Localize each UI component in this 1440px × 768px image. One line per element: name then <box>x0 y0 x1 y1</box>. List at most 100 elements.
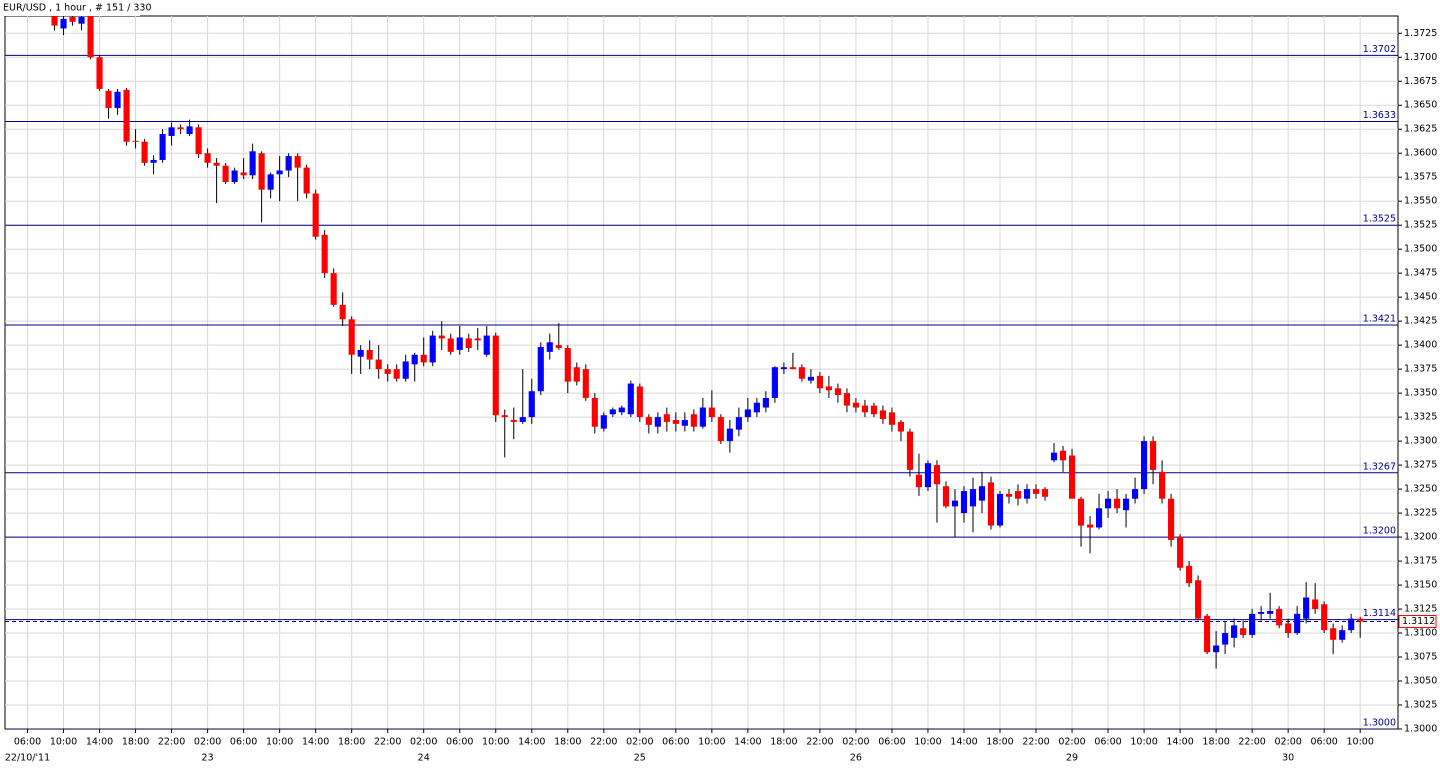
x-tick-label: 10:00 <box>50 737 77 748</box>
candle-body <box>1104 498 1112 509</box>
y-tick-label: 1.3500 <box>1404 244 1437 255</box>
candle-body <box>456 337 463 350</box>
x-tick-label: 14:00 <box>518 737 545 748</box>
x-tick-label: 02:00 <box>410 737 437 748</box>
candle-body <box>447 338 454 352</box>
candle-body <box>1357 618 1364 622</box>
candle-body <box>1168 498 1175 540</box>
candle-body <box>663 414 670 422</box>
y-tick-label: 1.3125 <box>1404 604 1437 615</box>
candle-body <box>1213 645 1220 653</box>
y-tick-label: 1.3725 <box>1404 28 1437 39</box>
y-tick-label: 1.3525 <box>1404 220 1437 231</box>
candle-body <box>1303 597 1310 619</box>
candle-body <box>1032 489 1040 494</box>
candle-body <box>1195 580 1202 619</box>
candle-body <box>789 367 796 370</box>
candle-body <box>987 482 995 526</box>
candle-body <box>690 414 697 427</box>
candle-body <box>771 367 778 398</box>
y-tick-label: 1.3225 <box>1404 508 1437 519</box>
candle-body <box>249 151 256 176</box>
candle-body <box>276 170 283 175</box>
x-tick-label: 06:00 <box>1310 737 1337 748</box>
candle-body <box>1186 565 1193 584</box>
x-tick-label: 14:00 <box>950 737 977 748</box>
candle-body <box>1123 498 1130 511</box>
candle-body <box>915 474 923 488</box>
y-tick-label: 1.3275 <box>1404 460 1437 471</box>
plot-area <box>4 15 1399 730</box>
candle-body <box>1330 628 1337 640</box>
y-tick-label: 1.3150 <box>1404 580 1437 591</box>
candle-body <box>357 349 364 357</box>
candle-body <box>519 417 526 422</box>
candle-body <box>411 354 418 365</box>
x-tick-label: 10:00 <box>914 737 941 748</box>
candle-body <box>852 402 859 408</box>
last-price-box <box>1398 615 1437 629</box>
candle-body <box>1249 613 1256 635</box>
candle-body <box>906 431 914 470</box>
candle-body <box>465 338 472 349</box>
y-tick-label: 1.3675 <box>1404 76 1437 87</box>
x-tick-label: 10:00 <box>1346 737 1373 748</box>
y-tick-label: 1.3550 <box>1404 196 1437 207</box>
x-tick-label: 14:00 <box>302 737 329 748</box>
candle-body <box>600 415 607 429</box>
candle-body <box>726 428 733 442</box>
candle-body <box>879 410 887 420</box>
candle-body <box>1059 450 1067 461</box>
candle-body <box>942 486 950 507</box>
x-tick-label: 18:00 <box>986 737 1013 748</box>
x-tick-label: 02:00 <box>626 737 653 748</box>
candle-body <box>681 420 688 426</box>
x-tick-label: 22:00 <box>590 737 617 748</box>
x-tick-label: 06:00 <box>230 737 257 748</box>
candle-body <box>1240 628 1247 635</box>
x-tick-label: 02:00 <box>1058 737 1085 748</box>
candle-body <box>60 18 67 29</box>
candle-body <box>159 134 166 160</box>
candle-body <box>1150 441 1157 470</box>
candle-body <box>384 369 391 374</box>
candle-body <box>51 16 58 26</box>
candle-body <box>1222 633 1229 645</box>
candle-body <box>240 172 247 176</box>
level-label: 1.3702 <box>1363 44 1396 55</box>
candle-body <box>312 193 319 237</box>
candle-body <box>492 335 499 416</box>
candle-body <box>483 335 490 355</box>
x-tick-label: 14:00 <box>86 737 113 748</box>
date-label: 30 <box>1282 753 1294 764</box>
candle-body <box>348 319 355 355</box>
y-tick-label: 1.3375 <box>1404 364 1437 375</box>
x-tick-label: 22:00 <box>374 737 401 748</box>
candle-body <box>591 397 598 427</box>
y-tick-label: 1.3300 <box>1404 436 1437 447</box>
x-tick-label: 22:00 <box>158 737 185 748</box>
candle-body <box>870 405 877 415</box>
y-tick-label: 1.3425 <box>1404 316 1437 327</box>
candle-body <box>825 386 832 391</box>
candle-body <box>123 89 130 142</box>
candle-body <box>924 463 932 488</box>
candle-body <box>1095 508 1103 528</box>
candle-body <box>888 412 896 425</box>
candle-body <box>1312 599 1319 610</box>
candle-body <box>339 304 346 320</box>
x-tick-label: 10:00 <box>482 737 509 748</box>
candle-body <box>1339 630 1346 640</box>
candle-body <box>1276 609 1283 626</box>
date-label: 22/10/'11 <box>5 753 50 764</box>
candle-body <box>132 140 139 142</box>
y-tick-label: 1.3575 <box>1404 172 1437 183</box>
y-tick-label: 1.3100 <box>1404 628 1437 639</box>
candle-body <box>1294 613 1301 634</box>
candle-body <box>1204 615 1211 653</box>
x-tick-label: 18:00 <box>338 737 365 748</box>
candle-body <box>1113 498 1121 509</box>
candle-body <box>645 417 652 425</box>
chart-title: EUR/USD , 1 hour , # 151 / 330 <box>3 3 151 14</box>
